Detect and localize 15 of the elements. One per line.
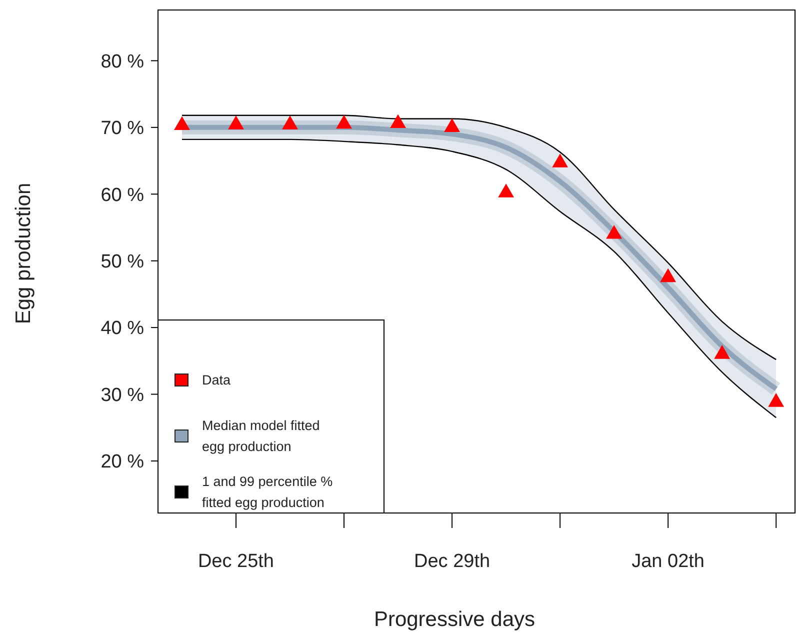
y-tick-label: 80 %: [100, 51, 144, 72]
legend-label: Data: [202, 372, 232, 388]
x-tick-label: Dec 25th: [198, 551, 274, 572]
legend-label: Median model fitted egg production: [202, 418, 320, 454]
y-tick-label: 40 %: [100, 318, 144, 340]
y-tick-label: 30 %: [100, 384, 144, 406]
x-tick-label: Jan 02th: [632, 551, 705, 572]
legend-label: 1 and 99 percentile % fitted egg production: [202, 474, 333, 510]
x-tick-label: Dec 29th: [414, 551, 490, 572]
y-tick-label: 60 %: [100, 184, 144, 206]
y-tick-label: 50 %: [100, 251, 144, 272]
y-tick-label: 20 %: [100, 452, 144, 473]
x-axis-title: Progressive days: [374, 608, 536, 631]
y-axis-title: Egg production: [12, 182, 35, 324]
y-tick-label: 70 %: [100, 118, 144, 140]
